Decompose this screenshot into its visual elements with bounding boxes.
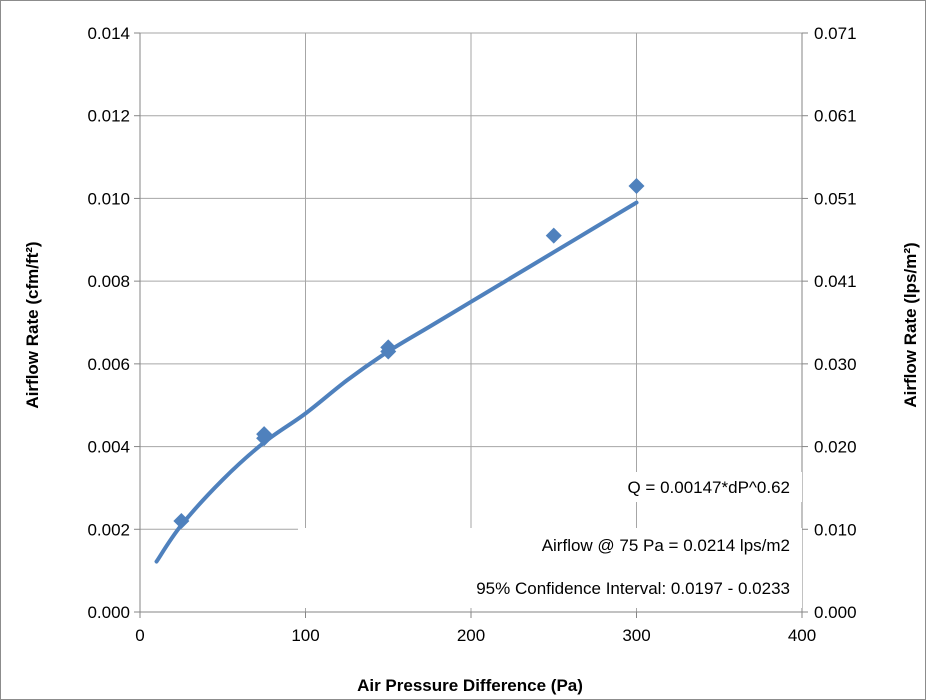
y2-tick-label: 0.041	[814, 272, 857, 291]
data-markers	[173, 178, 645, 530]
y2-tick-label: 0.010	[814, 520, 857, 539]
tick-labels: 0.000 0.002 0.004 0.006 0.008 0.010 0.012 0.014…	[87, 24, 856, 645]
fit-curve	[154, 200, 639, 564]
data-point-marker	[545, 227, 562, 244]
data-point-marker	[173, 513, 190, 530]
x-tick-label: 0	[135, 626, 144, 645]
x-axis-title: Air Pressure Difference (Pa)	[357, 676, 583, 695]
gridlines	[140, 32, 803, 612]
annotation-airflow-75pa: Airflow @ 75 Pa = 0.0214 lps/m2	[542, 536, 790, 555]
annotation-equation: Q = 0.00147*dP^0.62	[627, 478, 790, 497]
y-tick-label: 0.008	[87, 272, 130, 291]
y-tick-label: 0.010	[87, 189, 130, 208]
fit-curve-line	[154, 200, 639, 564]
y2-tick-label: 0.000	[814, 603, 857, 622]
y-tick-label: 0.012	[87, 107, 130, 126]
y-tick-label: 0.002	[87, 520, 130, 539]
y2-tick-label: 0.061	[814, 107, 857, 126]
y-tick-label: 0.014	[87, 24, 130, 43]
annotation-confidence-interval: 95% Confidence Interval: 0.0197 - 0.0233	[476, 579, 790, 598]
data-point-marker	[380, 343, 397, 360]
annotation-background	[298, 528, 802, 608]
data-point-marker	[256, 430, 273, 447]
x-tick-label: 100	[291, 626, 319, 645]
y2-tick-label: 0.071	[814, 24, 857, 43]
annotation-background	[540, 472, 802, 502]
y-tick-label: 0.006	[87, 355, 130, 374]
y-tick-label: 0.004	[87, 438, 130, 457]
y-axis-title: Airflow Rate (cfm/ft²)	[23, 241, 42, 408]
y2-tick-label: 0.020	[814, 438, 857, 457]
x-tick-label: 200	[457, 626, 485, 645]
x-tick-label: 300	[622, 626, 650, 645]
axes	[134, 32, 808, 618]
data-point-marker	[628, 178, 645, 195]
y2-tick-label: 0.030	[814, 355, 857, 374]
x-tick-label: 400	[788, 626, 816, 645]
y-tick-label: 0.000	[87, 603, 130, 622]
y2-axis-title: Airflow Rate (lps/m²)	[901, 242, 920, 407]
y2-tick-label: 0.051	[814, 189, 857, 208]
